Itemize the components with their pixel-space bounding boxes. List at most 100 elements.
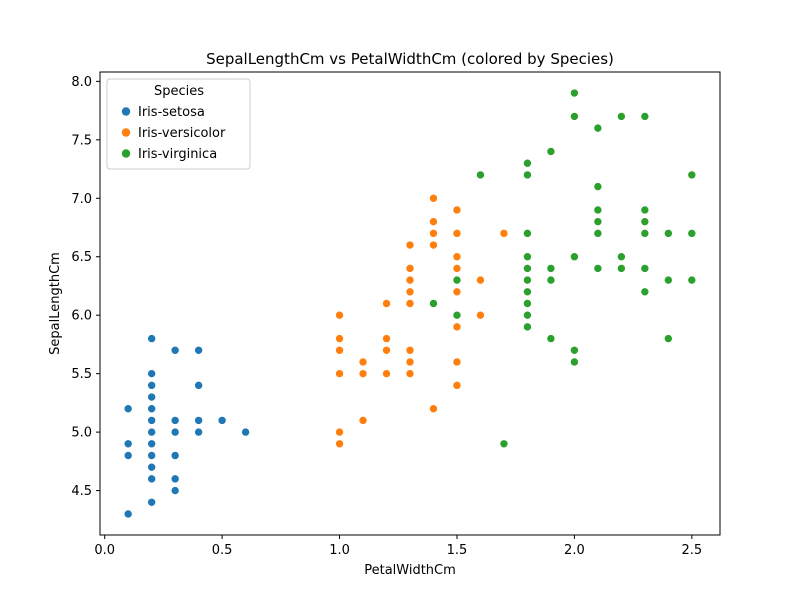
scatter-point xyxy=(147,334,156,343)
y-tick-label: 5.0 xyxy=(71,426,92,441)
scatter-point xyxy=(335,310,344,320)
scatter-point xyxy=(194,427,203,437)
x-axis: 0.0 0.5 1.0 1.5 2.0 2.5 xyxy=(94,535,702,558)
legend-marker xyxy=(121,106,131,117)
scatter-point xyxy=(452,252,462,262)
scatter-point xyxy=(194,381,203,390)
scatter-point xyxy=(147,416,156,425)
y-axis-label: SepalLengthCm xyxy=(48,252,63,355)
scatter-point xyxy=(640,217,650,226)
y-tick-label: 7.0 xyxy=(71,192,92,207)
scatter-point xyxy=(570,112,579,121)
chart-title: SepalLengthCm vs PetalWidthCm (colored b… xyxy=(206,50,614,68)
scatter-point xyxy=(593,205,603,215)
y-tick-label: 8.0 xyxy=(71,75,92,90)
scatter-point xyxy=(170,474,180,484)
scatter-point xyxy=(194,416,203,425)
x-tick-label: 0.5 xyxy=(212,543,233,558)
scatter-point xyxy=(382,299,391,308)
scatter-point xyxy=(452,322,462,332)
scatter-point xyxy=(476,310,485,320)
scatter-point xyxy=(123,439,133,449)
scatter-point xyxy=(429,240,438,250)
scatter-point xyxy=(687,229,697,238)
scatter-point xyxy=(452,310,462,320)
legend-label: Iris-versicolor xyxy=(138,126,226,141)
plot-frame xyxy=(99,71,721,536)
scatter-point xyxy=(546,147,556,156)
scatter-point xyxy=(593,123,603,133)
scatter-point xyxy=(382,334,391,343)
scatter-point xyxy=(405,369,415,378)
scatter-point xyxy=(170,486,180,495)
scatter-point xyxy=(687,275,697,285)
scatter-point xyxy=(405,357,415,367)
scatter-point xyxy=(452,205,462,215)
scatter-point xyxy=(570,345,579,355)
scatter-point xyxy=(170,451,180,460)
scatter-point xyxy=(523,252,532,262)
x-tick-label: 2.5 xyxy=(681,543,702,558)
scatter-point xyxy=(123,451,133,460)
scatter-point xyxy=(241,427,250,437)
points-layer xyxy=(123,88,697,519)
scatter-point xyxy=(570,252,579,262)
scatter-point xyxy=(452,264,462,273)
scatter-point xyxy=(335,439,344,449)
x-tick-label: 2.0 xyxy=(564,543,585,558)
scatter-point xyxy=(499,439,509,449)
scatter-point xyxy=(147,451,156,460)
scatter-point xyxy=(405,287,415,297)
scatter-point xyxy=(217,416,227,425)
scatter-point xyxy=(170,345,180,355)
x-tick-label: 0.0 xyxy=(94,543,115,558)
scatter-point xyxy=(147,439,156,449)
scatter-point xyxy=(358,369,368,378)
y-tick-label: 7.5 xyxy=(71,133,92,148)
scatter-point xyxy=(617,264,626,273)
scatter-point xyxy=(147,381,156,390)
scatter-point xyxy=(523,287,532,297)
scatter-point xyxy=(452,381,462,390)
scatter-point xyxy=(640,229,650,238)
scatter-point xyxy=(523,229,532,238)
scatter-point xyxy=(476,170,485,180)
legend-label: Iris-virginica xyxy=(138,147,217,162)
scatter-point xyxy=(405,264,415,273)
scatter-point xyxy=(452,357,462,367)
scatter-point xyxy=(147,462,156,472)
scatter-point xyxy=(147,404,156,414)
scatter-point xyxy=(523,299,532,308)
scatter-point xyxy=(617,252,626,262)
legend-title: Species xyxy=(154,84,204,99)
scatter-point xyxy=(194,345,203,355)
legend: Species Iris-setosa Iris-versicolor Iris-v… xyxy=(106,78,251,170)
scatter-point xyxy=(523,322,532,332)
x-tick-label: 1.0 xyxy=(329,543,350,558)
scatter-point xyxy=(546,275,556,285)
scatter-point xyxy=(523,170,532,180)
scatter-point xyxy=(429,229,438,238)
scatter-point xyxy=(640,264,650,273)
scatter-point xyxy=(123,404,133,414)
y-tick-label: 5.5 xyxy=(71,367,92,382)
scatter-point xyxy=(382,369,391,378)
y-tick-label: 6.0 xyxy=(71,309,92,324)
legend-label: Iris-setosa xyxy=(138,105,205,120)
scatter-point xyxy=(523,275,532,285)
scatter-point xyxy=(687,170,697,180)
scatter-point xyxy=(593,182,603,191)
scatter-point xyxy=(429,193,438,203)
scatter-point xyxy=(452,275,462,285)
scatter-point xyxy=(640,287,650,297)
scatter-point xyxy=(147,497,156,507)
scatter-point xyxy=(358,357,368,367)
scatter-point xyxy=(570,357,579,367)
scatter-point xyxy=(664,229,673,238)
y-axis: 4.5 5.0 5.5 6.0 6.5 7.0 7.5 8.0 xyxy=(71,75,100,499)
scatter-point xyxy=(429,299,438,308)
x-tick-label: 1.5 xyxy=(447,543,468,558)
scatter-point xyxy=(335,427,344,437)
scatter-point xyxy=(664,334,673,343)
